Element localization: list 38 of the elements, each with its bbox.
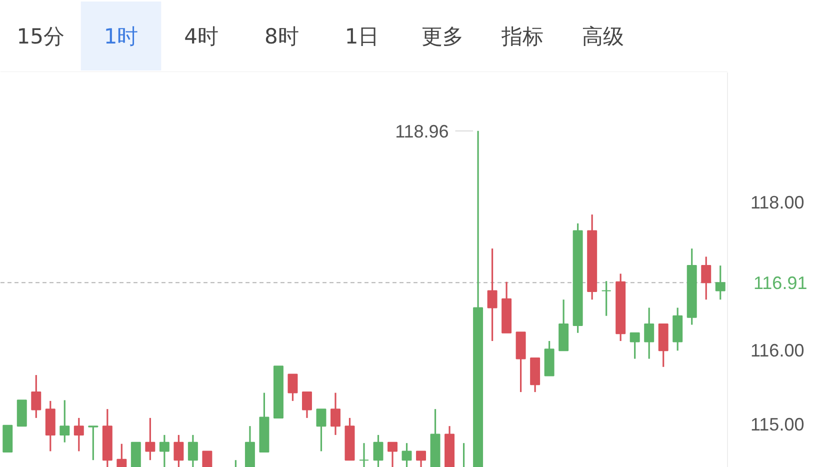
candlestick [487, 248, 498, 342]
y-tick-label: 115.00 [750, 414, 804, 434]
y-tick-label: 118.00 [750, 192, 804, 212]
candlestick [116, 443, 127, 467]
candlestick [288, 374, 298, 402]
candlestick [60, 399, 70, 444]
candlestick [388, 442, 398, 467]
text: 更多 [421, 24, 464, 48]
candlestick [302, 391, 312, 419]
candlestick [402, 442, 412, 467]
candlestick [601, 280, 612, 317]
candlestick [74, 417, 84, 452]
candlestick [316, 408, 326, 452]
text: 1日 [344, 24, 380, 48]
candlestick [630, 332, 640, 360]
y-tick-label: 116.00 [750, 340, 804, 360]
text: 15分 [16, 24, 65, 48]
candlestick [159, 434, 170, 467]
candlestick [31, 374, 42, 419]
text: 8时 [264, 24, 299, 48]
candlestick [188, 434, 198, 467]
candlestick [202, 450, 212, 467]
candlestick [715, 264, 726, 300]
candlestick [330, 392, 340, 436]
text: 118.96 [395, 121, 449, 142]
candlestick [359, 442, 369, 467]
candlestick [88, 425, 98, 461]
candlestick [701, 256, 712, 300]
text: 4时 [184, 24, 219, 48]
candlestick [373, 434, 384, 467]
text: 高级 [582, 24, 624, 48]
text: 指标 [500, 24, 544, 48]
text: 1时 [104, 24, 138, 48]
candlestick [644, 306, 654, 360]
ref-line-label: 116.91 [754, 273, 808, 294]
candlestick [174, 434, 184, 467]
candlestick [416, 450, 426, 467]
candlestick [145, 417, 156, 461]
